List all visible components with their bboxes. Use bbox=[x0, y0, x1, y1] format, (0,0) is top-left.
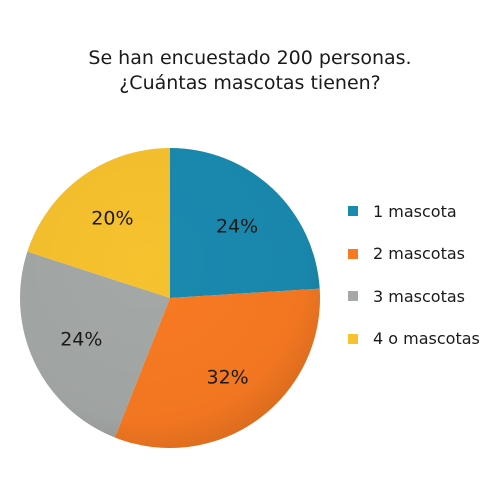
legend-label-2: 2 mascotas bbox=[373, 244, 465, 263]
pie-slice-label-4: 20% bbox=[91, 208, 133, 230]
legend-label-1: 1 mascota bbox=[373, 201, 457, 221]
legend-swatch-2 bbox=[348, 248, 358, 259]
pie-slice-label-2: 32% bbox=[206, 366, 248, 388]
legend-item-1: 1 mascota bbox=[348, 201, 480, 221]
legend-item-4: 4 o mascotas bbox=[348, 329, 480, 349]
legend-swatch-4 bbox=[348, 333, 358, 344]
pie-slice-label-1: 24% bbox=[216, 216, 258, 238]
chart-title: Se han encuestado 200 personas. ¿Cuántas… bbox=[0, 46, 500, 96]
legend-label-4: 4 o mascotas bbox=[373, 329, 480, 348]
legend-item-3: 3 mascotas bbox=[348, 286, 480, 306]
pie-slices bbox=[20, 148, 320, 448]
legend-label-3: 3 mascotas bbox=[373, 286, 465, 306]
pie-value-labels: 24% 32% 24% 20% bbox=[60, 208, 258, 389]
pie-slice-label-3: 24% bbox=[60, 329, 102, 351]
legend-item-2: 2 mascotas bbox=[348, 244, 480, 264]
chart-title-line-1: Se han encuestado 200 personas. bbox=[88, 47, 412, 69]
legend-swatch-3 bbox=[348, 291, 358, 301]
chart-legend: 1 mascota 2 mascotas 3 mascotas 4 o mascota… bbox=[348, 201, 480, 371]
chart-title-line-2: ¿Cuántas mascotas tienen? bbox=[119, 72, 381, 94]
legend-swatch-1 bbox=[348, 206, 358, 216]
